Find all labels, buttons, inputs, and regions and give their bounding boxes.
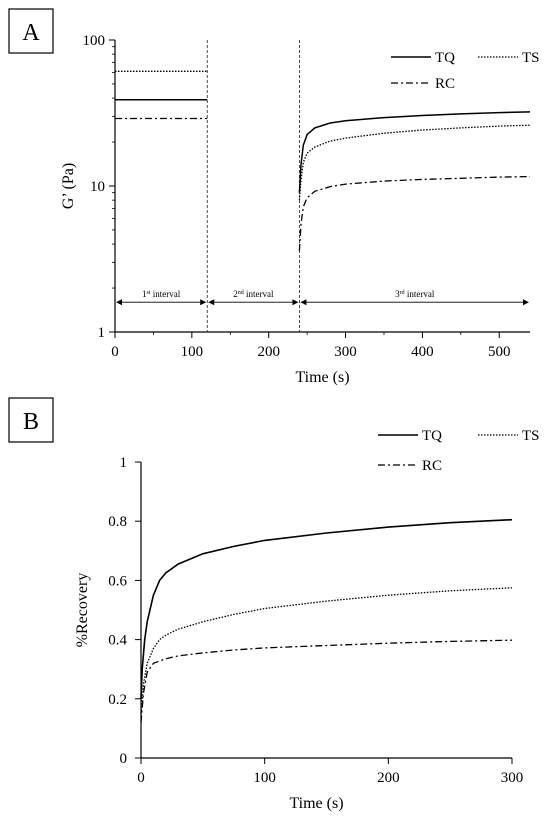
interval-arrowhead-right	[523, 299, 529, 306]
interval-label: 3rd interval	[395, 289, 435, 299]
y-tick-label: 0.8	[108, 514, 127, 530]
series-rc-line	[140, 639, 513, 723]
interval-label: 2nd interval	[233, 289, 274, 299]
legend-label-tq: TQ	[435, 50, 455, 66]
series-tq-line	[298, 111, 531, 193]
x-axis-label: Time (s)	[295, 369, 349, 386]
panel-b-label-box	[8, 397, 54, 443]
y-tick-label: 10	[90, 179, 105, 195]
panel-b: B 0 0.2 0.4 0.6 0.8 1 0 100 200 300 Time (s) %Recov…	[8, 397, 540, 812]
series-ts-line	[298, 124, 531, 201]
x-tick-label: 200	[377, 770, 400, 786]
x-tick-label: 200	[257, 344, 280, 360]
legend-label-tq: TQ	[422, 428, 442, 444]
y-tick-label: 100	[83, 33, 106, 49]
x-tick-label: 500	[488, 344, 511, 360]
legend-label-ts: TS	[522, 50, 540, 66]
legend-label-rc: RC	[422, 458, 442, 474]
series-rc-line	[298, 175, 531, 251]
legend-label-rc: RC	[435, 76, 455, 92]
interval-arrowhead-left	[300, 299, 307, 306]
series-ts-line	[140, 587, 513, 714]
series-tq-line	[140, 518, 513, 699]
x-tick-label: 100	[253, 770, 276, 786]
panel-a-plot: 1 10 100 0 100 200 300 400 500 Time (s) G’ (Pa) 1st…	[60, 33, 540, 386]
x-tick-label: 100	[181, 344, 204, 360]
x-axis-label: Time (s)	[289, 795, 343, 812]
y-tick-label: 0.2	[108, 692, 127, 708]
panel-b-plot: 0 0.2 0.4 0.6 0.8 1 0 100 200 300 Time (s) %Recover…	[74, 428, 540, 812]
y-axis-label: G’ (Pa)	[60, 163, 77, 209]
x-tick-label: 0	[111, 344, 119, 360]
interval-label: 1st interval	[142, 289, 181, 299]
panel-a-label: A	[22, 20, 40, 46]
x-tick-label: 300	[501, 770, 524, 786]
panel-a-label-box	[8, 8, 54, 54]
interval-arrowhead-left	[116, 299, 122, 306]
interval-arrowhead-left	[208, 299, 215, 306]
y-tick-label: 0.6	[108, 573, 127, 589]
x-tick-label: 300	[334, 344, 357, 360]
y-axis-label: %Recovery	[74, 573, 91, 648]
interval-arrowhead-right	[200, 299, 207, 306]
x-tick-label: 400	[411, 344, 434, 360]
y-tick-label: 1	[120, 455, 128, 471]
x-tick-label: 0	[137, 770, 145, 786]
y-tick-label: 1	[98, 325, 106, 341]
interval-arrowhead-right	[292, 299, 299, 306]
panel-b-label: B	[23, 409, 39, 435]
y-tick-label: 0	[120, 751, 128, 767]
y-tick-label: 0.4	[108, 633, 127, 649]
legend-label-ts: TS	[522, 428, 540, 444]
